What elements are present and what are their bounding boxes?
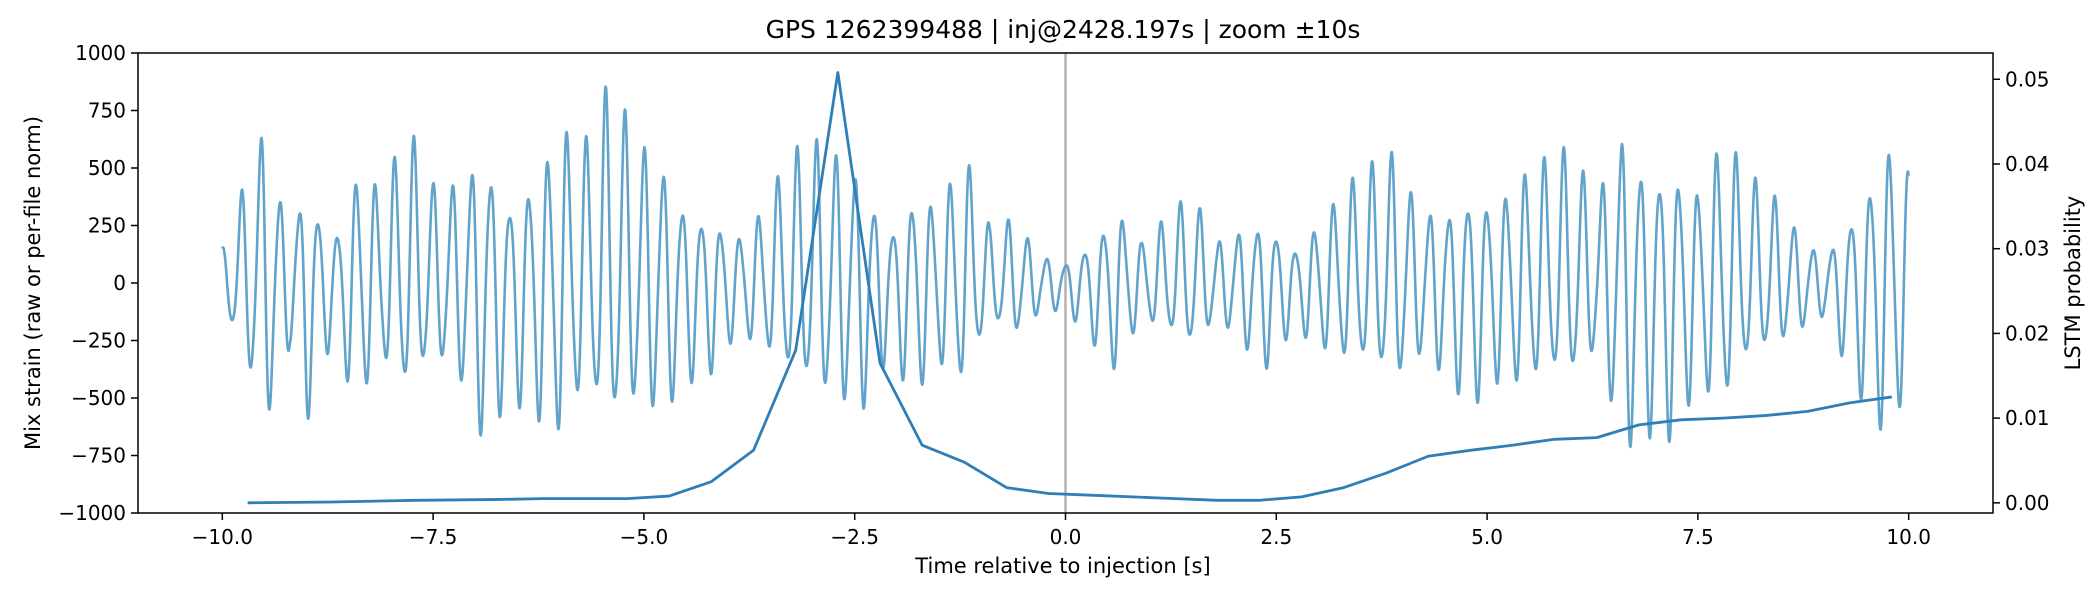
x-tick-label: −7.5 <box>409 525 458 549</box>
y-left-tick-label: 1000 <box>75 41 126 65</box>
x-tick-label: 2.5 <box>1260 525 1292 549</box>
x-tick-label: 5.0 <box>1471 525 1503 549</box>
y-left-tick-label: 0 <box>113 271 126 295</box>
y-right-tick-label: 0.01 <box>2005 406 2050 430</box>
y-left-tick-label: −250 <box>71 329 126 353</box>
strain-series-line <box>221 85 1910 449</box>
y-left-tick-label: −500 <box>71 386 126 410</box>
y-axis-left-label: Mix strain (raw or per-file norm) <box>21 116 45 450</box>
y-left-tick-label: 500 <box>88 156 126 180</box>
y-right-tick-label: 0.05 <box>2005 67 2050 91</box>
y-left-tick-label: −750 <box>71 444 126 468</box>
y-right-tick-label: 0.03 <box>2005 237 2050 261</box>
x-tick-label: −10.0 <box>192 525 253 549</box>
y-left-tick-label: 750 <box>88 99 126 123</box>
x-tick-label: −5.0 <box>620 525 669 549</box>
y-right-tick-label: 0.04 <box>2005 152 2050 176</box>
y-left-tick-label: −1000 <box>58 501 126 525</box>
y-left-tick-label: 250 <box>88 214 126 238</box>
chart-title: GPS 1262399488 | inj@2428.197s | zoom ±1… <box>766 15 1361 44</box>
x-tick-label: 0.0 <box>1050 525 1082 549</box>
y-right-tick-label: 0.02 <box>2005 321 2050 345</box>
y-axis-right-label: LSTM probability <box>2061 196 2085 371</box>
x-tick-label: −2.5 <box>830 525 879 549</box>
y-axis-left: −1000 −750 −500 −250 0 250 500 750 1000 <box>58 41 138 525</box>
x-axis: −10.0 −7.5 −5.0 −2.5 0.0 2.5 5.0 7.5 10.0 <box>192 513 1931 549</box>
y-axis-right: 0.00 0.01 0.02 0.03 0.04 0.05 <box>1993 67 2050 515</box>
y-right-tick-label: 0.00 <box>2005 491 2050 515</box>
lstm-series-line <box>247 71 1893 505</box>
x-tick-label: 10.0 <box>1886 525 1931 549</box>
x-tick-label: 7.5 <box>1682 525 1714 549</box>
plot-area <box>221 53 1910 513</box>
x-axis-label: Time relative to injection [s] <box>914 554 1210 578</box>
